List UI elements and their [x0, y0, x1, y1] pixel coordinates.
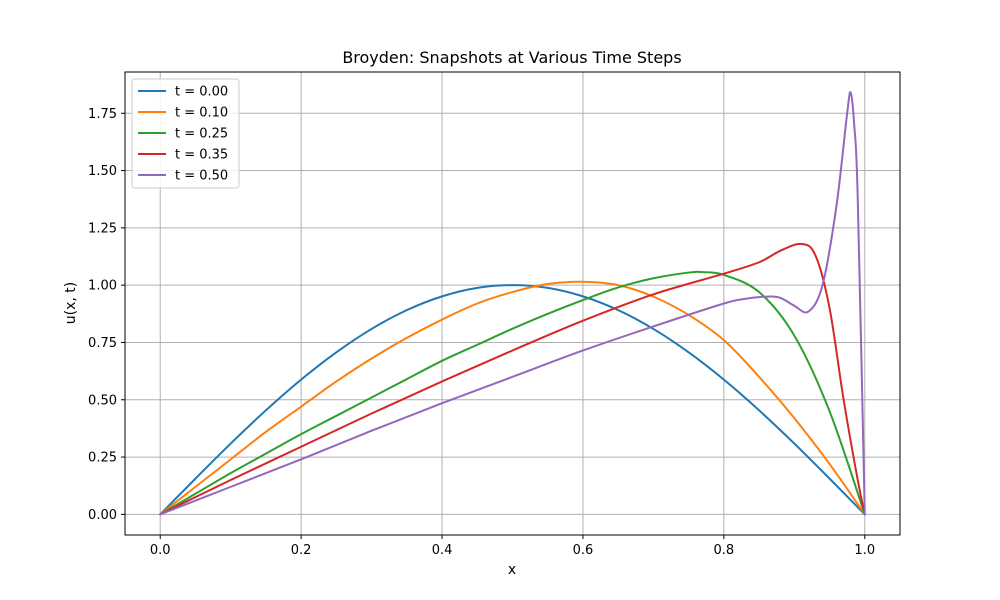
x-tick-label: 0.6: [573, 543, 594, 558]
legend-label: t = 0.00: [175, 85, 228, 100]
legend-label: t = 0.50: [175, 169, 228, 184]
chart-title: Broyden: Snapshots at Various Time Steps: [342, 48, 681, 67]
series-line-4: [159, 242, 866, 516]
series-line-3: [159, 270, 866, 516]
y-axis-label: u(x, t): [63, 282, 79, 324]
legend: t = 0.00 t = 0.10 t = 0.25 t = 0.35 t = 0.50: [131, 78, 240, 189]
y-tick-label: 0.50: [88, 393, 117, 408]
legend-box: [131, 78, 240, 189]
legend-label: t = 0.35: [175, 148, 228, 163]
x-tick-label: 0.4: [432, 543, 453, 558]
x-tick-label: 0.8: [714, 543, 735, 558]
x-axis: 0.0 0.2 0.4 0.6 0.8 1.0: [150, 535, 875, 558]
series-layer: [159, 91, 866, 516]
y-tick-label: 0.25: [88, 451, 117, 466]
y-tick-label: 0.75: [88, 336, 117, 351]
x-tick-label: 0.0: [150, 543, 171, 558]
x-tick-label: 0.2: [291, 543, 312, 558]
series-line-2: [159, 280, 866, 516]
y-axis: 0.00 0.25 0.50 0.75 1.00 1.25 1.50 1.75: [88, 107, 125, 523]
series-line-1: [159, 284, 866, 516]
series-line-5: [159, 91, 866, 516]
x-axis-label: x: [508, 562, 516, 578]
y-tick-label: 1.50: [88, 164, 117, 179]
y-tick-label: 0.00: [88, 508, 117, 523]
y-tick-label: 1.00: [88, 279, 117, 294]
plot-frame: [124, 71, 901, 536]
y-tick-label: 1.25: [88, 221, 117, 236]
legend-label: t = 0.10: [175, 106, 228, 121]
x-tick-label: 1.0: [854, 543, 875, 558]
legend-label: t = 0.25: [175, 127, 228, 142]
y-tick-label: 1.75: [88, 107, 117, 122]
